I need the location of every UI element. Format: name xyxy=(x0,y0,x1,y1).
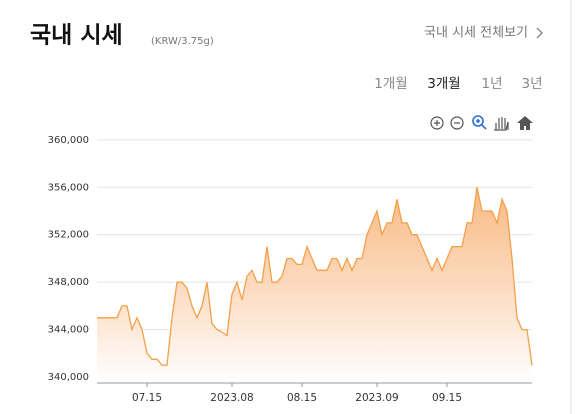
y-tick-label: 340,000 xyxy=(48,372,89,383)
x-tick-label: 2023.09 xyxy=(355,392,398,404)
home-button[interactable] xyxy=(517,116,533,130)
pan-button[interactable] xyxy=(494,117,509,131)
y-tick-label: 352,000 xyxy=(48,230,89,241)
x-tick-label: 2023.08 xyxy=(210,392,253,404)
zoom-button[interactable] xyxy=(472,115,487,130)
y-tick-label: 344,000 xyxy=(48,325,89,336)
y-tick-label: 356,000 xyxy=(48,182,89,193)
period-tab[interactable]: 3년 xyxy=(521,76,542,92)
unit: (KRW/3.75g) xyxy=(151,36,214,47)
zoom-in-button[interactable] xyxy=(430,116,444,130)
x-tick-label: 07.15 xyxy=(132,392,162,404)
period-tab[interactable]: 1개월 xyxy=(374,76,407,92)
x-tick-label: 09.15 xyxy=(432,392,462,404)
area-fill xyxy=(97,187,532,383)
period-tab[interactable]: 1년 xyxy=(481,76,502,92)
chevron[interactable] xyxy=(536,27,543,39)
toolbar xyxy=(430,115,533,131)
all-link[interactable]: 국내 시세 전체보기 xyxy=(424,26,528,41)
tabs: 1개월 3개월 1년 3년 xyxy=(374,76,542,92)
y-tick-label: 348,000 xyxy=(48,277,89,288)
period-tab[interactable]: 3개월 xyxy=(427,76,460,92)
x-tick-label: 08.15 xyxy=(287,392,317,404)
y-tick-label: 360,000 xyxy=(48,135,89,146)
zoom-out-button[interactable] xyxy=(450,116,464,130)
title: 국내 시세 xyxy=(30,23,123,49)
price-line xyxy=(97,187,533,366)
